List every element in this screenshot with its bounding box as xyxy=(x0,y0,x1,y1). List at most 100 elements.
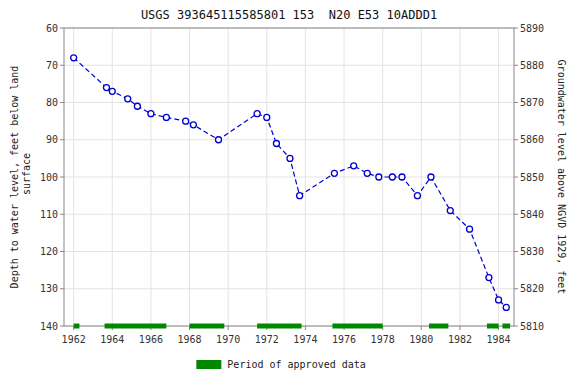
y-tick-label: 110 xyxy=(40,209,58,220)
data-point xyxy=(254,111,260,117)
background xyxy=(0,0,576,384)
chart: 1962 1964 1966 1968 1970 1972 1974 1976 1978 1980… xyxy=(0,0,576,384)
data-point xyxy=(428,174,434,180)
x-tick xyxy=(228,326,229,330)
x-tick xyxy=(305,326,306,330)
data-point xyxy=(486,275,492,281)
x-tick-label: 1964 xyxy=(100,334,124,345)
y-tick xyxy=(60,251,64,252)
approved-period-bar xyxy=(487,324,499,329)
grid-line-y xyxy=(64,139,514,140)
y-tick xyxy=(60,28,64,29)
y2-tick-label: 5810 xyxy=(520,321,544,332)
data-point xyxy=(496,297,502,303)
approved-period-bar xyxy=(332,324,382,329)
approved-period-bar xyxy=(257,324,301,329)
data-point xyxy=(351,163,357,169)
approved-period-bar xyxy=(502,324,510,329)
data-point xyxy=(376,174,382,180)
grid-line-y xyxy=(64,251,514,252)
y2-tick xyxy=(514,102,518,103)
grid-line-y xyxy=(64,214,514,215)
y-tick-label: 60 xyxy=(46,23,58,34)
grid xyxy=(64,28,514,326)
data-point xyxy=(148,111,154,117)
data-point xyxy=(297,193,303,199)
approved-period-bar xyxy=(105,324,167,329)
x-tick-label: 1966 xyxy=(139,334,163,345)
y-tick xyxy=(60,288,64,289)
data-point xyxy=(216,137,222,143)
legend-swatch xyxy=(196,360,221,369)
y-tick-label: 100 xyxy=(40,172,58,183)
data-point xyxy=(183,118,189,124)
y-tick xyxy=(60,214,64,215)
data-point xyxy=(71,55,77,61)
plot-frame xyxy=(64,28,514,326)
data-point xyxy=(503,304,509,310)
x-tick-label: 1982 xyxy=(448,334,472,345)
data-point xyxy=(287,155,293,161)
y-tick-label: 120 xyxy=(40,246,58,257)
data-point xyxy=(134,103,140,109)
y2-tick-label: 5830 xyxy=(520,246,544,257)
data-point xyxy=(447,208,453,214)
y2-tick xyxy=(514,65,518,66)
y2-tick-label: 5860 xyxy=(520,134,544,145)
y-tick-label: 80 xyxy=(46,97,58,108)
x-tick-label: 1970 xyxy=(216,334,240,345)
y2-tick xyxy=(514,177,518,178)
y2-axis-label: Groundwater level above NGVD 1929, feet xyxy=(556,60,567,295)
y-axis-label-line: Depth to water level, feet below land xyxy=(9,66,20,289)
data-line xyxy=(74,58,507,308)
y-tick xyxy=(60,139,64,140)
x-tick-label: 1974 xyxy=(293,334,317,345)
y-axis-label: Depth to water level, feet below land su… xyxy=(9,66,32,289)
y-tick xyxy=(60,65,64,66)
data-point xyxy=(109,88,115,94)
x-tick-label: 1978 xyxy=(371,334,395,345)
y-tick xyxy=(60,177,64,178)
approved-period-bar xyxy=(190,324,225,329)
x-tick-label: 1972 xyxy=(255,334,279,345)
data-point xyxy=(264,114,270,120)
y2-tick xyxy=(514,139,518,140)
grid-line-y xyxy=(64,177,514,178)
data-point xyxy=(389,174,395,180)
y2-tick-label: 5850 xyxy=(520,172,544,183)
grid-line-y xyxy=(64,65,514,66)
x-tick-label: 1968 xyxy=(177,334,201,345)
legend: Period of approved data xyxy=(196,359,365,370)
title: USGS 393645115585801 153 N20 E53 10ADDD1 xyxy=(141,8,437,22)
x-tick-label: 1976 xyxy=(332,334,356,345)
y-tick-label: 140 xyxy=(40,321,58,332)
data-point xyxy=(414,193,420,199)
legend-label: Period of approved data xyxy=(227,359,365,370)
approved-period-bar xyxy=(429,324,448,329)
y2-tick-label: 5890 xyxy=(520,23,544,34)
y-axis-label-line: surface xyxy=(21,153,32,201)
x-tick-label: 1980 xyxy=(409,334,433,345)
x-tick xyxy=(459,326,460,330)
y-tick xyxy=(60,326,64,327)
data-point xyxy=(103,85,109,91)
y2-tick xyxy=(514,251,518,252)
data-point xyxy=(190,122,196,128)
x-tick-label: 1984 xyxy=(487,334,511,345)
y-tick-label: 130 xyxy=(40,283,58,294)
data-point xyxy=(364,170,370,176)
y2-tick-label: 5820 xyxy=(520,283,544,294)
data-point xyxy=(273,140,279,146)
y2-tick xyxy=(514,288,518,289)
x-tick-label: 1962 xyxy=(62,334,86,345)
y2-tick-label: 5840 xyxy=(520,209,544,220)
data-point xyxy=(399,174,405,180)
data-point xyxy=(331,170,337,176)
y2-tick-label: 5880 xyxy=(520,60,544,71)
y2-tick xyxy=(514,326,518,327)
spans xyxy=(74,324,510,329)
grid-line-y xyxy=(64,288,514,289)
y2-tick xyxy=(514,214,518,215)
y-tick-label: 70 xyxy=(46,60,58,71)
approved-period-bar xyxy=(74,324,80,329)
